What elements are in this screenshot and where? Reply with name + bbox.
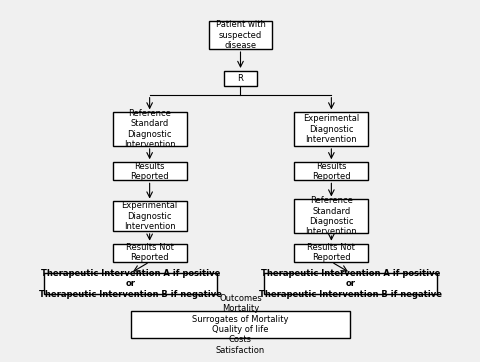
Text: R: R — [237, 74, 243, 83]
FancyBboxPatch shape — [130, 311, 350, 338]
FancyBboxPatch shape — [112, 244, 186, 262]
Text: Results Not
Reported: Results Not Reported — [307, 243, 355, 262]
FancyBboxPatch shape — [294, 244, 368, 262]
FancyBboxPatch shape — [112, 202, 186, 231]
FancyBboxPatch shape — [112, 112, 186, 146]
Text: Experimental
Diagnostic
Intervention: Experimental Diagnostic Intervention — [302, 114, 359, 144]
Text: Reference
Standard
Diagnostic
Intervention: Reference Standard Diagnostic Interventi… — [123, 109, 175, 149]
FancyBboxPatch shape — [44, 273, 216, 294]
Text: Experimental
Diagnostic
Intervention: Experimental Diagnostic Intervention — [121, 201, 178, 231]
Text: Outcomes
Mortality
Surrogates of Mortality
Quality of life
Costs
Satisfaction: Outcomes Mortality Surrogates of Mortali… — [192, 294, 288, 355]
FancyBboxPatch shape — [294, 199, 368, 233]
FancyBboxPatch shape — [264, 273, 436, 294]
Text: Therapeutic Intervention A if positive
or
Therapeutic Intervention B if negative: Therapeutic Intervention A if positive o… — [39, 269, 222, 299]
FancyBboxPatch shape — [209, 21, 271, 49]
Text: Results
Reported: Results Reported — [130, 161, 168, 181]
Text: Results Not
Reported: Results Not Reported — [125, 243, 173, 262]
FancyBboxPatch shape — [294, 112, 368, 146]
Text: Patient with
suspected
disease: Patient with suspected disease — [215, 20, 265, 50]
Text: Reference
Standard
Diagnostic
Intervention: Reference Standard Diagnostic Interventi… — [305, 196, 357, 236]
Text: Therapeutic Intervention A if positive
or
Therapeutic Intervention B if negative: Therapeutic Intervention A if positive o… — [258, 269, 441, 299]
Text: Results
Reported: Results Reported — [312, 161, 350, 181]
FancyBboxPatch shape — [223, 71, 257, 86]
FancyBboxPatch shape — [294, 162, 368, 180]
FancyBboxPatch shape — [112, 162, 186, 180]
